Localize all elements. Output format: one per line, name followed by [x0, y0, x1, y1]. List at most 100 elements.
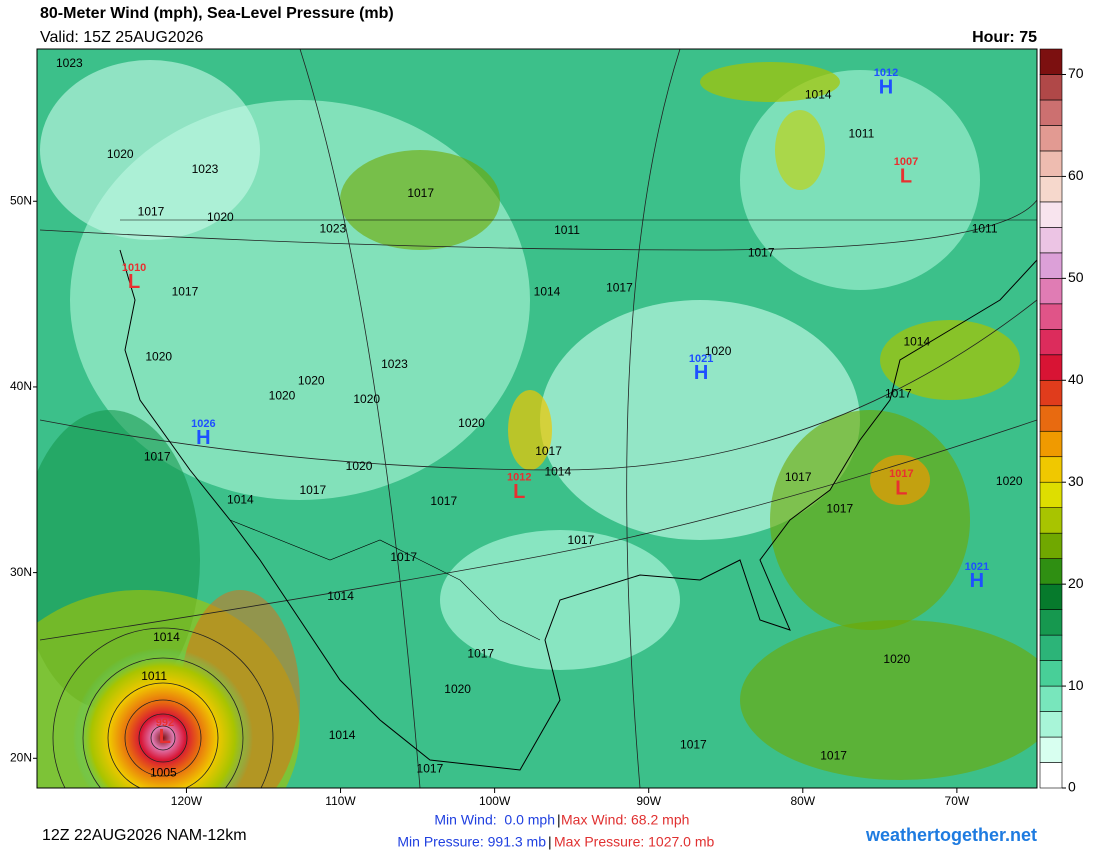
- map-overlay: 1023 1020 1023 1017 1020 1023 1017 1014 1011 1011…: [56, 56, 1023, 779]
- center-value: 1017: [889, 468, 913, 480]
- isobar-label: 1017: [467, 646, 494, 660]
- colorbar-segment: [1039, 99, 1063, 126]
- colorbar-segment: [1039, 329, 1063, 356]
- isobar-label: 1014: [327, 589, 354, 603]
- isobar-label: 1014: [805, 88, 832, 102]
- isobar-label: 1014: [153, 630, 180, 644]
- colorbar-segment: [1039, 711, 1063, 738]
- colorbar-segment: [1039, 430, 1063, 458]
- isobar-label: 1011: [141, 669, 167, 683]
- colorbar-segment: [1039, 609, 1063, 636]
- isobar-label: 1020: [145, 349, 172, 363]
- isobar-label: 1017: [417, 762, 444, 776]
- isobar-label: 1017: [299, 483, 326, 497]
- lat-tick-label: 30N: [10, 565, 32, 579]
- center-symbol: L: [513, 481, 525, 503]
- center-value: 1007: [894, 156, 918, 168]
- lat-tick-label: 20N: [10, 750, 32, 764]
- isobar-label: 1014: [329, 728, 356, 742]
- center-value: 1021: [689, 353, 713, 365]
- isobar-label: 1020: [346, 459, 373, 473]
- center-value: 1021: [965, 561, 989, 573]
- colorbar-segment: [1039, 481, 1063, 508]
- lon-tick-label: 80W: [790, 794, 815, 808]
- center-value: 1010: [122, 262, 146, 274]
- colorbar-segment: [1039, 278, 1063, 305]
- center-symbol: H: [694, 362, 708, 384]
- isobar-label: 1020: [107, 147, 134, 161]
- min-pressure: Min Pressure: 991.3 mb: [397, 834, 546, 850]
- colorbar-tick-label: 70: [1068, 65, 1084, 81]
- separator: |: [548, 834, 552, 850]
- lon-tick-label: 120W: [171, 794, 203, 808]
- wind-field: [37, 49, 1037, 788]
- isobar-label: 1020: [444, 682, 471, 696]
- isobar-label: 1017: [535, 444, 562, 458]
- colorbar-segment: [1039, 227, 1063, 254]
- colorbar-tick-label: 30: [1068, 473, 1084, 489]
- isobar-label: 1014: [544, 465, 571, 479]
- max-pressure: Max Pressure: 1027.0 mb: [554, 834, 715, 850]
- isobar-label: 1014: [903, 335, 930, 349]
- colorbar-segment: [1039, 405, 1063, 432]
- colorbar-segment: [1039, 354, 1063, 381]
- colorbar-tick-label: 60: [1068, 167, 1084, 183]
- isobar-label: 1017: [680, 737, 707, 751]
- colorbar-segment: [1039, 176, 1063, 203]
- center-symbol: H: [970, 570, 984, 592]
- colorbar-segment: [1039, 736, 1063, 763]
- lon-tick-label: 110W: [325, 794, 356, 808]
- colorbar-segment: [1039, 379, 1063, 407]
- isobar-label: 1023: [319, 221, 346, 235]
- isobar-label: 1011: [972, 221, 998, 235]
- valid-time: Valid: 15Z 25AUG2026: [40, 29, 203, 46]
- center-symbol: H: [879, 76, 893, 98]
- isobar-label: 1017: [144, 450, 171, 464]
- center-value: 1012: [507, 472, 531, 484]
- lon-tick-label: 100W: [479, 794, 511, 808]
- center-value: 1026: [191, 418, 215, 430]
- lat-tick-label: 50N: [10, 193, 32, 207]
- isobar-label: 1017: [390, 550, 417, 564]
- colorbar-segment: [1039, 507, 1063, 534]
- colorbar-segment: [1039, 558, 1063, 585]
- colorbar-segment: [1039, 634, 1063, 661]
- center-symbol: H: [196, 427, 210, 449]
- center-symbol: L: [900, 165, 912, 187]
- colorbar-segment: [1039, 48, 1063, 75]
- colorbar-segment: [1039, 762, 1063, 789]
- isobar-label: 1017: [820, 749, 847, 763]
- colorbar-segment: [1039, 201, 1063, 228]
- isobar-label: 1020: [996, 474, 1023, 488]
- isobar-label: 1017: [826, 502, 853, 516]
- colorbar-segment: [1039, 74, 1063, 101]
- colorbar-segment: [1039, 150, 1063, 177]
- colorbar-tick-label: 40: [1068, 371, 1084, 387]
- min-wind: Min Wind: 0.0 mph: [434, 812, 555, 828]
- lon-tick-label: 90W: [636, 794, 661, 808]
- isobar-label: 1011: [554, 223, 580, 237]
- colorbar-segment: [1039, 685, 1063, 712]
- colorbar-tick-label: 50: [1068, 269, 1084, 285]
- isobar-label: 1017: [430, 494, 457, 508]
- isobar-label: 1020: [298, 374, 325, 388]
- colorbar-segment: [1039, 456, 1063, 483]
- map-frame: [36, 48, 1038, 789]
- isobar-label: 1020: [207, 210, 234, 224]
- colorbar-tick-label: 0: [1068, 779, 1076, 795]
- isobar-label: 1020: [705, 344, 732, 358]
- isobar-label: 1020: [269, 388, 296, 402]
- isobar-label: 1020: [883, 652, 910, 666]
- isobar-label: 1023: [56, 56, 83, 70]
- center-symbol: L: [159, 726, 171, 748]
- isobar-label: 1014: [534, 284, 561, 298]
- colorbar-segment: [1039, 660, 1063, 687]
- center-value: 1012: [874, 67, 898, 79]
- colorbar-segment: [1039, 125, 1063, 152]
- isobar-label: 1020: [458, 416, 485, 430]
- isobar-label: 1017: [138, 205, 165, 219]
- isobar-label: 1014: [227, 492, 254, 506]
- isobar-label: 1017: [568, 533, 595, 547]
- colorbar-tick-label: 20: [1068, 575, 1084, 591]
